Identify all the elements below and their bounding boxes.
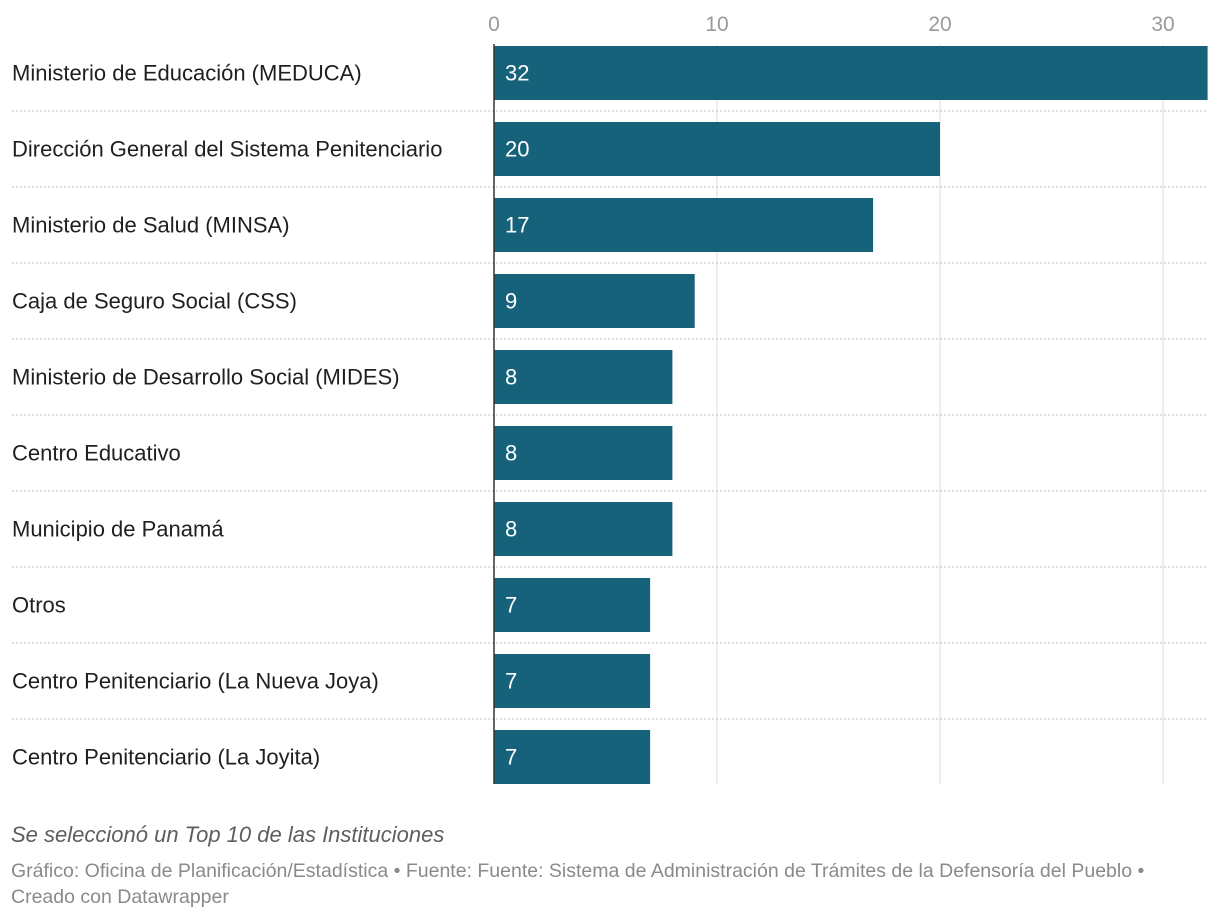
bar-value-label: 20	[505, 137, 529, 162]
bar	[494, 730, 651, 784]
category-label: Ministerio de Educación (MEDUCA)	[12, 61, 362, 86]
bar	[494, 46, 1208, 100]
bar-value-label: 7	[505, 669, 517, 694]
bar-value-label: 7	[505, 593, 517, 618]
chart-footer: Se seleccionó un Top 10 de las Instituci…	[11, 822, 1211, 910]
category-label: Ministerio de Salud (MINSA)	[12, 213, 290, 238]
chart-credits: Gráfico: Oficina de Planificación/Estadí…	[11, 860, 1145, 908]
category-label: Centro Penitenciario (La Joyita)	[12, 745, 320, 770]
chart-note: Se seleccionó un Top 10 de las Instituci…	[11, 822, 445, 847]
category-label: Centro Penitenciario (La Nueva Joya)	[12, 669, 379, 694]
bar	[494, 198, 874, 252]
category-label: Otros	[12, 593, 66, 618]
category-label: Municipio de Panamá	[12, 517, 224, 542]
bar-value-label: 32	[505, 61, 529, 86]
category-label: Caja de Seguro Social (CSS)	[12, 289, 297, 314]
bar	[494, 350, 673, 404]
x-tick-label: 10	[705, 13, 728, 36]
bar-value-label: 7	[505, 745, 517, 770]
bar	[494, 426, 673, 480]
bar-value-label: 9	[505, 289, 517, 314]
x-tick-label: 0	[488, 13, 500, 36]
bar-value-label: 8	[505, 441, 517, 466]
x-tick-label: 30	[1151, 13, 1174, 36]
category-label: Dirección General del Sistema Penitencia…	[12, 137, 442, 162]
category-label: Centro Educativo	[12, 441, 181, 466]
bar-value-label: 8	[505, 517, 517, 542]
category-label: Ministerio de Desarrollo Social (MIDES)	[12, 365, 400, 390]
bar-value-label: 17	[505, 213, 529, 238]
bar-chart: 0 10 20 30 Ministerio de Educación (MEDUCA) 3…	[12, 13, 1208, 784]
bar	[494, 654, 651, 708]
bar	[494, 578, 651, 632]
bar	[494, 122, 940, 176]
bar	[494, 502, 673, 556]
bar-value-label: 8	[505, 365, 517, 390]
x-tick-label: 20	[928, 13, 951, 36]
bar	[494, 274, 695, 328]
